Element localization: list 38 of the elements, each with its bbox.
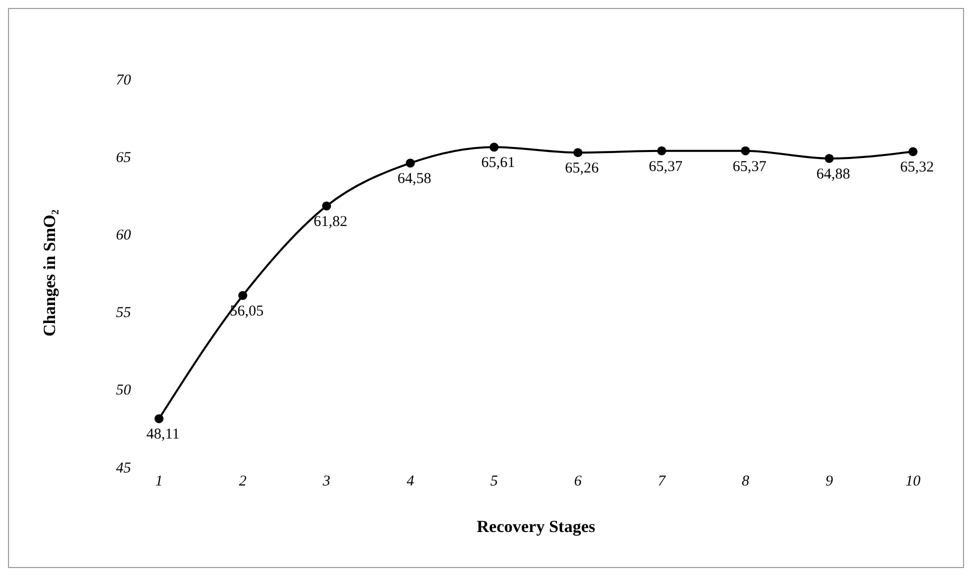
point (322, 201, 332, 210)
point (657, 146, 666, 156)
y-tick-label: 55 (116, 305, 132, 322)
point (406, 158, 415, 168)
point (573, 148, 582, 158)
x-tick-label: 9 (825, 474, 834, 490)
data-label: 56,05 (230, 304, 264, 320)
data-label: 64,58 (397, 171, 432, 188)
data-label: 61,82 (314, 214, 348, 230)
y-tick-label: 50 (116, 382, 132, 399)
x-tick-label: 4 (406, 474, 415, 490)
x-tick-label: 7 (658, 474, 667, 490)
x-tick-label: 5 (490, 474, 498, 490)
x-tick-label: 6 (574, 474, 582, 490)
point (154, 414, 164, 424)
point (238, 291, 248, 300)
x-axis-title: Recovery Stages (476, 517, 596, 536)
x-tick-label: 2 (239, 474, 248, 490)
x-tick-label: 3 (322, 474, 330, 490)
y-tick-label: 65 (116, 150, 132, 166)
data-label: 65,37 (648, 158, 684, 175)
data-label: 65,26 (565, 160, 600, 177)
data-label: 65,37 (732, 158, 767, 175)
data-label: 65,61 (481, 155, 515, 172)
x-tick-label: 10 (906, 474, 921, 490)
point (490, 142, 499, 152)
point (740, 146, 750, 156)
point (824, 154, 834, 163)
y-axis-title: Changes in SmO₂ (40, 210, 60, 336)
data-label: 48,11 (146, 426, 180, 443)
data-label: 64,88 (816, 166, 850, 182)
y-tick-label: 60 (116, 228, 132, 244)
x-tick-label: 8 (742, 474, 750, 490)
data-label: 65,32 (900, 160, 934, 176)
y-tick-label: 45 (116, 460, 132, 476)
point (908, 147, 918, 156)
y-tick-label: 70 (116, 72, 132, 88)
x-tick-label: 1 (155, 474, 163, 490)
